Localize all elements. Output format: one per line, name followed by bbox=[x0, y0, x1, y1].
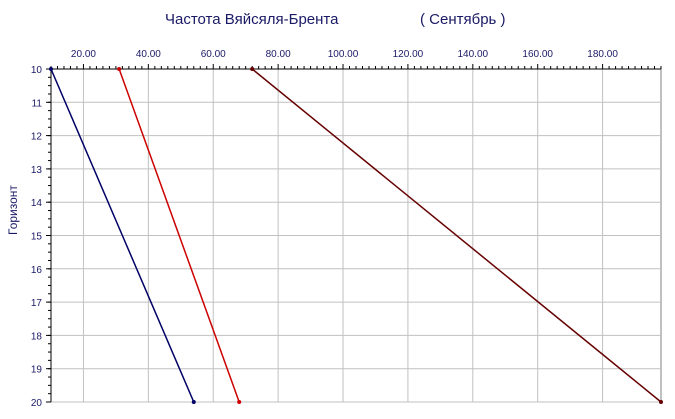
y-tick-label: 13 bbox=[31, 165, 43, 176]
x-tick-label: 100.00 bbox=[328, 49, 359, 60]
y-tick-label: 10 bbox=[31, 65, 43, 76]
series-line bbox=[50, 68, 195, 403]
series-point bbox=[191, 400, 196, 404]
y-tick-label: 18 bbox=[31, 331, 43, 342]
y-tick-label: 16 bbox=[31, 265, 43, 276]
y-tick-label: 20 bbox=[31, 398, 43, 409]
x-tick-label: 80.00 bbox=[266, 49, 291, 60]
series-point bbox=[659, 400, 663, 404]
y-tick-label: 15 bbox=[31, 232, 43, 243]
chart-title: Частота Вяйсяля-Брента bbox=[165, 11, 339, 28]
x-tick-label: 120.00 bbox=[393, 49, 424, 60]
x-tick-label: 140.00 bbox=[458, 49, 489, 60]
series-point bbox=[117, 67, 122, 71]
series-point bbox=[237, 400, 242, 404]
x-tick-label: 20.00 bbox=[71, 49, 96, 60]
y-tick-label: 19 bbox=[31, 365, 43, 376]
series-point bbox=[250, 67, 255, 71]
y-tick-label: 17 bbox=[31, 298, 43, 309]
series-line bbox=[118, 68, 240, 403]
x-tick-label: 40.00 bbox=[136, 49, 161, 60]
x-tick-label: 180.00 bbox=[587, 49, 618, 60]
x-tick-label: 60.00 bbox=[201, 49, 226, 60]
y-tick-label: 14 bbox=[31, 198, 43, 209]
y-tick-label: 11 bbox=[32, 98, 43, 109]
x-tick-label: 160.00 bbox=[522, 49, 553, 60]
series-point bbox=[49, 67, 53, 71]
chart-subtitle: ( Сентябрь ) bbox=[420, 11, 506, 28]
series-line bbox=[251, 68, 662, 403]
y-tick-label: 12 bbox=[31, 132, 43, 143]
